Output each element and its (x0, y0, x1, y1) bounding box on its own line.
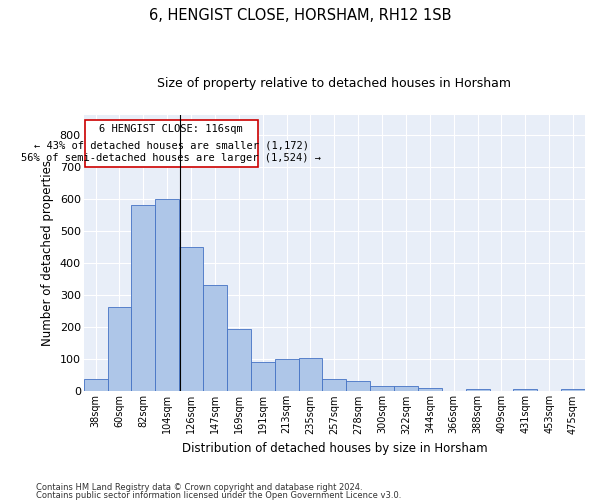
Bar (275, 360, 299, 392)
Title: Size of property relative to detached houses in Horsham: Size of property relative to detached ho… (157, 78, 511, 90)
Text: 6 HENGIST CLOSE: 116sqm: 6 HENGIST CLOSE: 116sqm (100, 124, 243, 134)
Bar (370, 386, 394, 392)
Text: 56% of semi-detached houses are larger (1,524) →: 56% of semi-detached houses are larger (… (22, 152, 322, 162)
Bar (131, 205, 155, 392)
Bar (514, 389, 537, 392)
Text: 6, HENGIST CLOSE, HORSHAM, RH12 1SB: 6, HENGIST CLOSE, HORSHAM, RH12 1SB (149, 8, 451, 22)
Bar (299, 358, 322, 392)
Bar (227, 330, 251, 392)
Text: Contains HM Land Registry data © Crown copyright and database right 2024.: Contains HM Land Registry data © Crown c… (36, 484, 362, 492)
Bar (418, 388, 442, 392)
Bar (107, 307, 131, 392)
Bar (179, 247, 203, 392)
Bar (251, 362, 275, 392)
Bar (83, 379, 107, 392)
Bar (203, 286, 227, 392)
FancyBboxPatch shape (85, 120, 258, 166)
Bar (155, 199, 179, 392)
Bar (394, 386, 418, 392)
Y-axis label: Number of detached properties: Number of detached properties (41, 160, 54, 346)
Bar (322, 379, 346, 392)
X-axis label: Distribution of detached houses by size in Horsham: Distribution of detached houses by size … (182, 442, 487, 455)
Bar (466, 389, 490, 392)
Text: ← 43% of detached houses are smaller (1,172): ← 43% of detached houses are smaller (1,… (34, 140, 309, 150)
Text: Contains public sector information licensed under the Open Government Licence v3: Contains public sector information licen… (36, 490, 401, 500)
Bar (561, 389, 585, 392)
Bar (346, 381, 370, 392)
